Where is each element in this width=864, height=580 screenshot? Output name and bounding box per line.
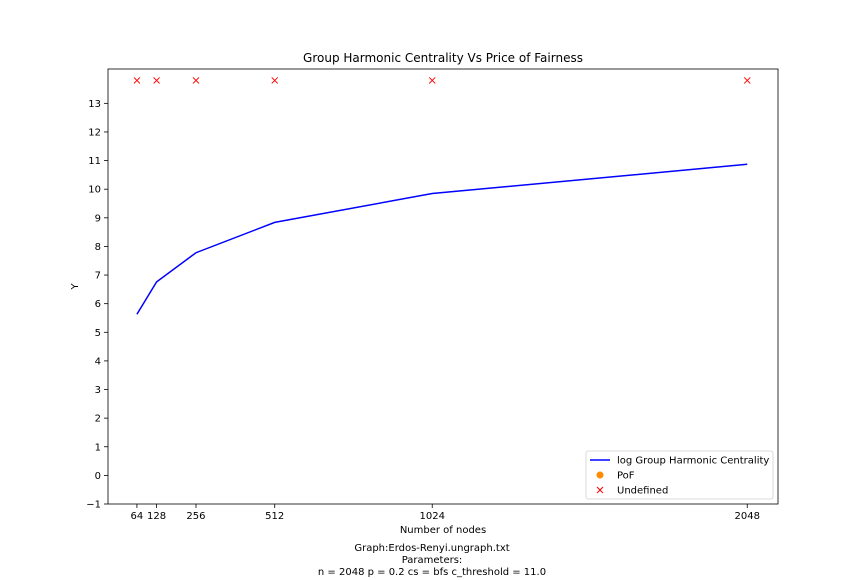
y-tick-label: 3 [95,385,101,396]
legend-circle-handle [597,472,604,479]
y-tick-label: 8 [95,242,101,253]
undefined-x-marker [134,77,140,83]
y-tick-label: 1 [95,442,101,453]
series-line-group-harmonic-centrality [137,164,747,314]
caption-graph: Graph:Erdos-Renyi.ungraph.txt [0,543,864,555]
undefined-x-marker [154,77,160,83]
undefined-x-marker [272,77,278,83]
chart-title: Group Harmonic Centrality Vs Price of Fa… [303,51,583,65]
y-tick-label: 9 [95,213,101,224]
y-axis-label: Y [70,283,81,291]
plot-frame [108,69,778,504]
y-tick-label: 7 [95,271,101,282]
legend-label: log Group Harmonic Centrality [617,456,769,467]
y-tick-label: 2 [95,414,101,425]
legend-label: Undefined [617,486,668,497]
y-tick-label: 0 [95,471,101,482]
y-tick-label: 13 [88,99,101,110]
x-tick-label: 256 [186,511,205,522]
legend-label: PoF [617,471,635,482]
x-tick-label: 1024 [420,511,445,522]
y-tick-label: 6 [95,299,101,310]
caption-params: n = 2048 p = 0.2 cs = bfs c_threshold = … [0,567,864,579]
x-tick-label: 2048 [735,511,760,522]
x-tick-label: 512 [265,511,284,522]
undefined-x-marker [744,77,750,83]
x-tick-label: 128 [147,511,166,522]
y-tick-label: 5 [95,328,101,339]
caption-params-label: Parameters: [0,555,864,567]
y-tick-label: 11 [88,156,101,167]
x-axis-label: Number of nodes [400,525,486,536]
undefined-x-marker [193,77,199,83]
y-tick-label: 10 [88,185,101,196]
y-tick-label: 12 [88,127,101,138]
y-tick-label: 4 [95,356,101,367]
x-tick-label: 64 [131,511,144,522]
y-tick-label: −1 [86,500,101,511]
undefined-x-marker [429,77,435,83]
